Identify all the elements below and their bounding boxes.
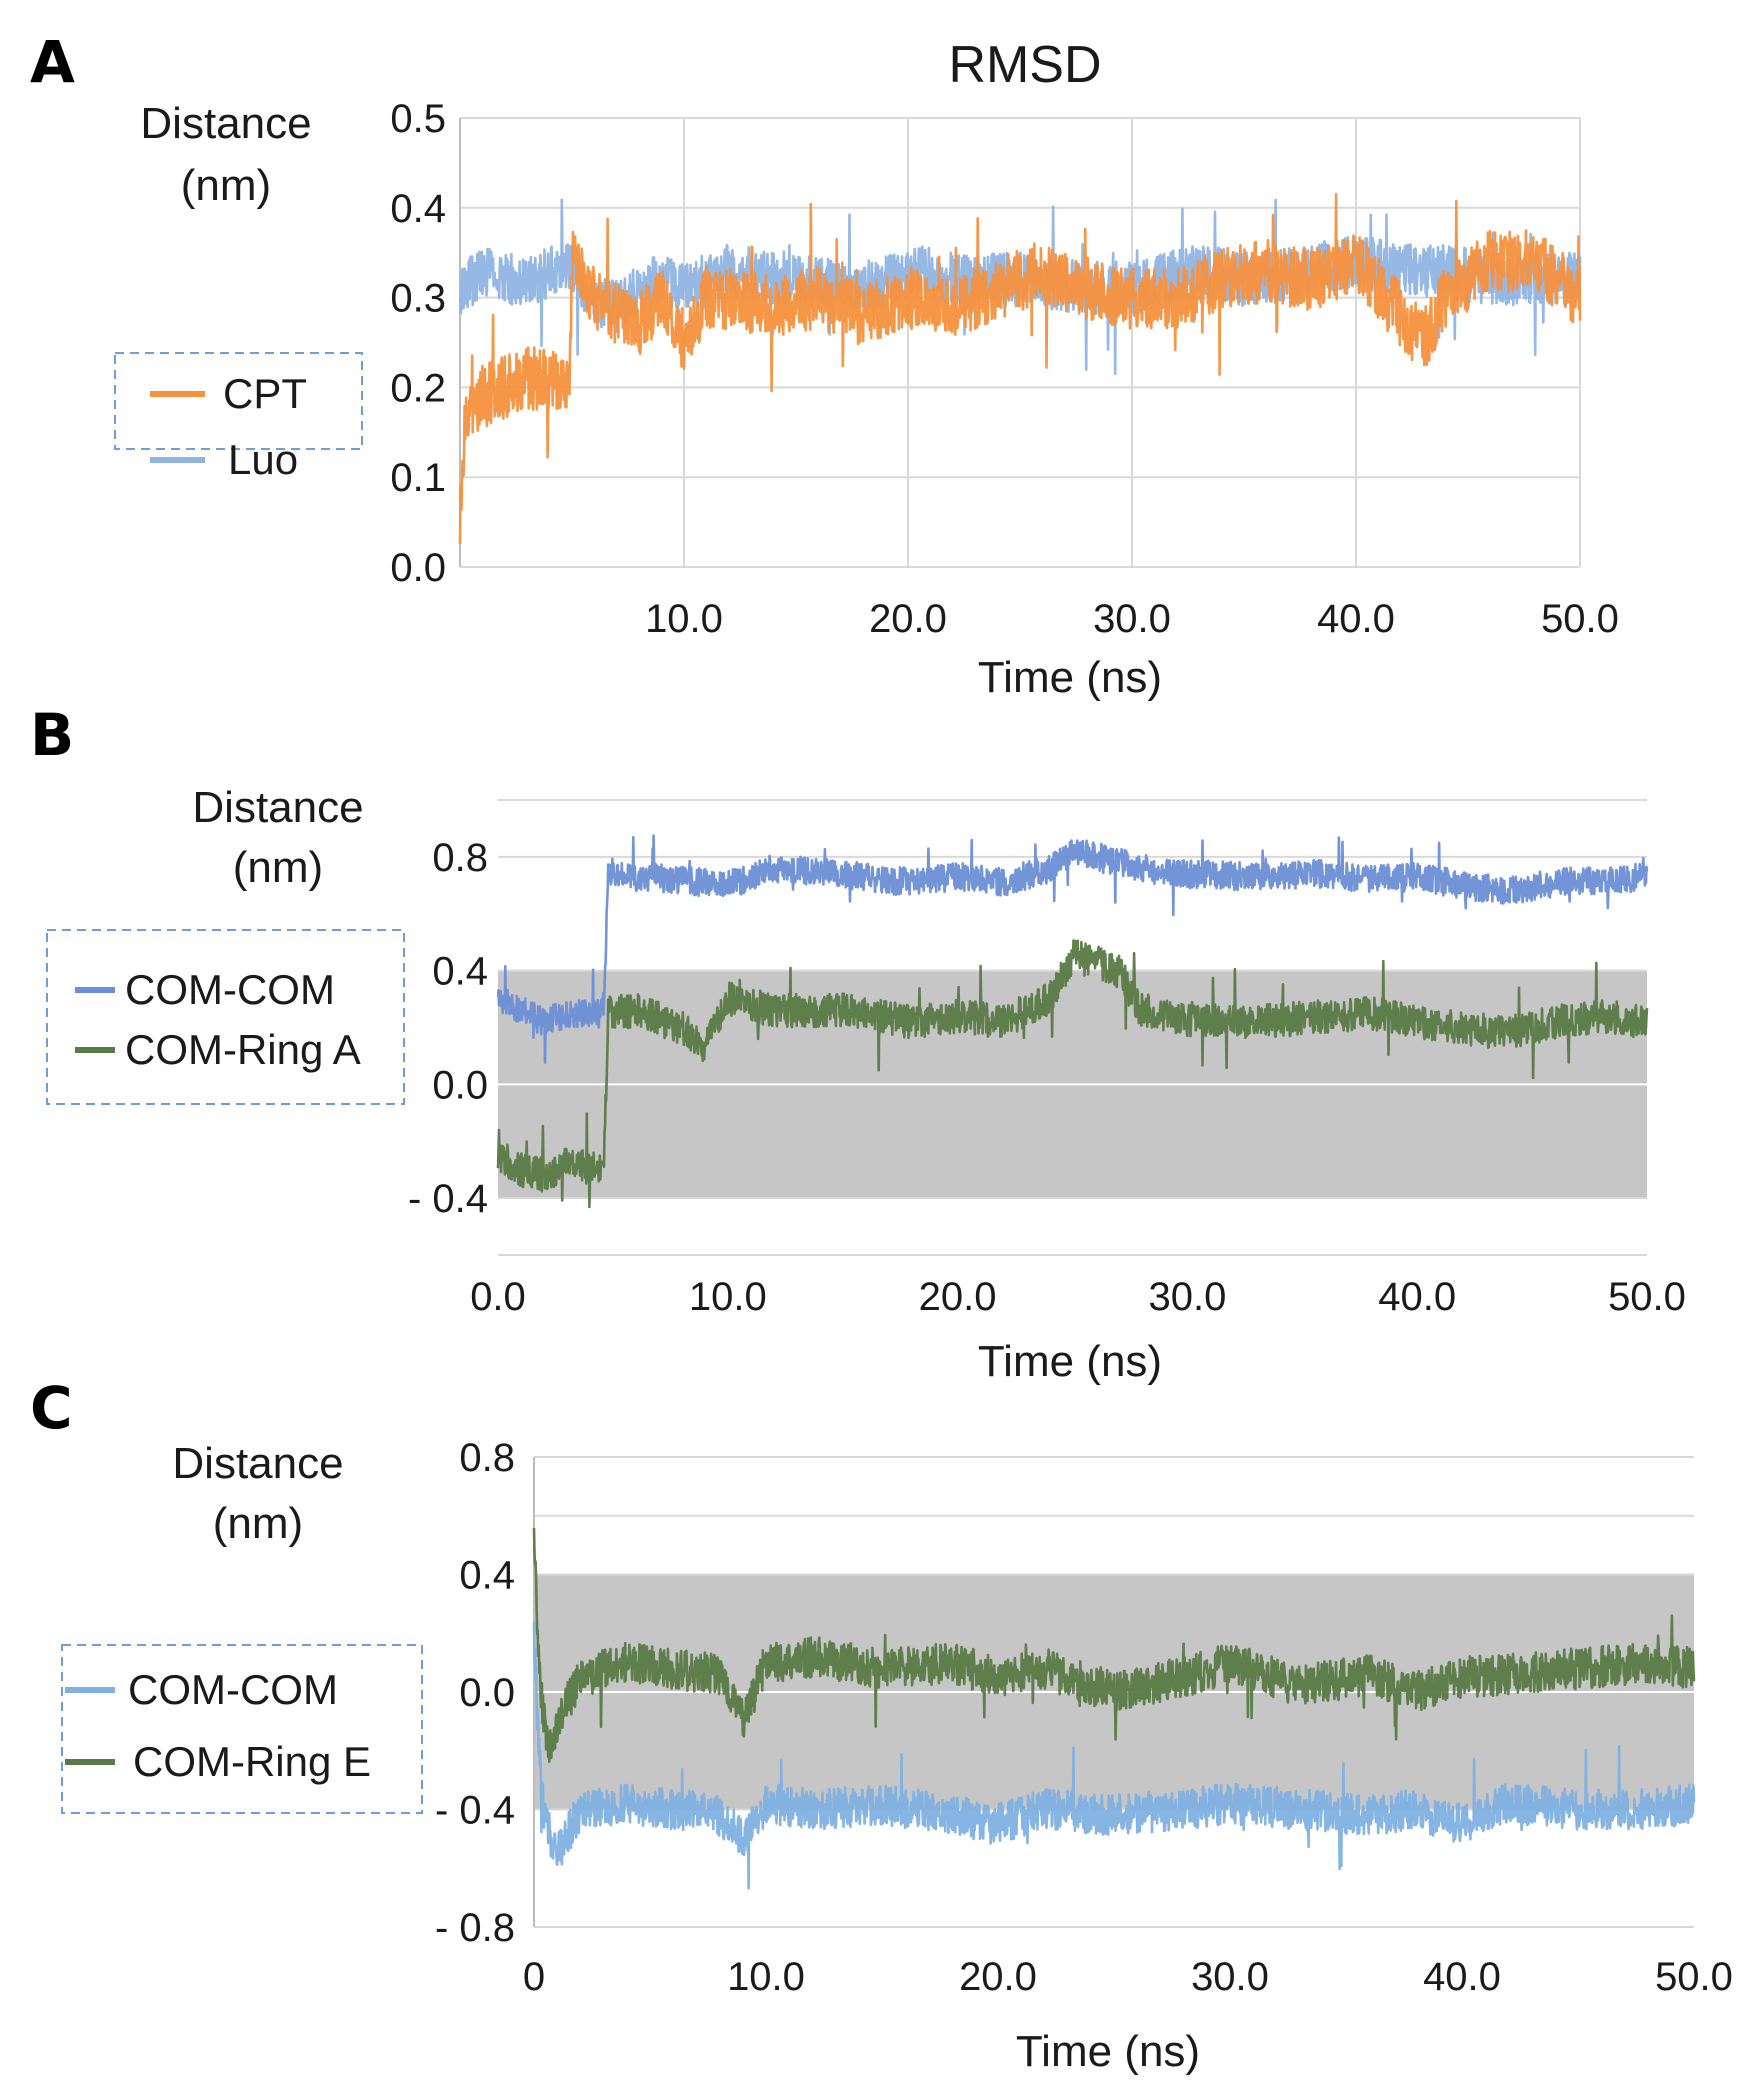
panel-c-ytick-label: 0.8 bbox=[459, 1436, 515, 1480]
panel-b-series-com-ring-a bbox=[496, 939, 1649, 1209]
panel-c-legend-label-com-ring-e: COM-Ring E bbox=[133, 1738, 371, 1785]
panel-a-ytick-label: 0.1 bbox=[390, 456, 446, 500]
panel-b-plot: - 0.4 0.0 0.4 0.8 0.0 10.0 20.0 30.0 40.0 50.0 bbox=[408, 799, 1686, 1319]
panel-c-legend-box bbox=[61, 1644, 423, 1814]
panel-c-legend-label-com-com: COM-COM bbox=[128, 1666, 338, 1713]
panel-b-xtick-label: 10.0 bbox=[689, 1275, 767, 1319]
panel-c-ytick-label: - 0.8 bbox=[435, 1906, 515, 1950]
panel-a-ytick-label: 0.5 bbox=[390, 97, 446, 141]
panel-c-ytick-label: 0.4 bbox=[459, 1554, 515, 1598]
panel-a-ytick-label: 0.3 bbox=[390, 277, 446, 321]
panel-c-xlabel: Time (ns) bbox=[1016, 2027, 1200, 2076]
panel-b-ylabel-line1: Distance bbox=[192, 783, 363, 832]
panel-a-legend-label-luo: Luo bbox=[228, 436, 298, 483]
panel-c-series-com-ring-e bbox=[532, 1527, 1696, 1763]
panel-c-legend: COM-COM COM-Ring E bbox=[61, 1644, 423, 1814]
panel-a-letter: A bbox=[30, 28, 75, 96]
panel-c-xtick-label: 40.0 bbox=[1423, 1955, 1501, 1999]
panel-b-series-com-com bbox=[496, 834, 1649, 1064]
panel-a-ylabel-line1: Distance bbox=[140, 99, 311, 148]
panel-c-xtick-label: 10.0 bbox=[727, 1955, 805, 1999]
panel-a-series-cpt bbox=[458, 193, 1582, 544]
panel-b-ytick-label: 0.8 bbox=[432, 836, 488, 880]
panel-b-legend: COM-COM COM-Ring A bbox=[46, 929, 405, 1105]
panel-b: B Distance (nm) - 0.4 0.0 0.4 0.8 0.0 10.0 20.… bbox=[30, 701, 1686, 1386]
panel-b-ytick-label: 0.0 bbox=[432, 1063, 488, 1107]
panel-b-ytick-label: 0.4 bbox=[432, 950, 488, 994]
panel-c-plot: - 0.8 - 0.4 0.0 0.4 0.8 0 10.0 20.0 30.0 40.0 50.0 bbox=[435, 1436, 1733, 1999]
panel-b-xtick-label: 40.0 bbox=[1378, 1275, 1456, 1319]
panel-b-ylabel-line2: (nm) bbox=[233, 843, 323, 892]
panel-a-ytick-label: 0.2 bbox=[390, 366, 446, 410]
panel-a-xtick-label: 10.0 bbox=[645, 597, 723, 641]
panel-c-xtick-label: 30.0 bbox=[1191, 1955, 1269, 1999]
panel-c-ylabel-line1: Distance bbox=[172, 1439, 343, 1488]
panel-a-legend-label-cpt: CPT bbox=[223, 370, 307, 417]
panel-a-ylabel-line2: (nm) bbox=[181, 161, 271, 210]
panel-b-xtick-label: 0.0 bbox=[470, 1275, 526, 1319]
panel-a-xtick-label: 50.0 bbox=[1541, 597, 1619, 641]
panel-b-legend-label-com-com: COM-COM bbox=[125, 966, 335, 1013]
panel-c-ytick-label: - 0.4 bbox=[435, 1789, 515, 1833]
panel-c-ytick-label: 0.0 bbox=[459, 1671, 515, 1715]
panel-a-xtick-label: 20.0 bbox=[869, 597, 947, 641]
panel-c-series-com-com bbox=[532, 1621, 1696, 1890]
panel-c-xtick-label: 50.0 bbox=[1655, 1955, 1733, 1999]
panel-c-letter: C bbox=[30, 1374, 73, 1442]
panel-a-legend-box bbox=[114, 352, 363, 450]
panel-a-xtick-label: 40.0 bbox=[1317, 597, 1395, 641]
panel-b-xtick-label: 50.0 bbox=[1608, 1275, 1686, 1319]
panel-a-xlabel: Time (ns) bbox=[978, 653, 1162, 702]
panel-c-xtick-label: 20.0 bbox=[959, 1955, 1037, 1999]
panel-a-title: RMSD bbox=[948, 36, 1101, 94]
panel-b-legend-box bbox=[46, 929, 405, 1105]
panel-c: C Distance (nm) - 0.8 - 0.4 0.0 0.4 0.8 0 10.0… bbox=[30, 1374, 1733, 2076]
panel-c-xtick-label: 0 bbox=[523, 1955, 545, 1999]
panel-a-ytick-label: 0.4 bbox=[390, 187, 446, 231]
panel-a-xtick-label: 30.0 bbox=[1093, 597, 1171, 641]
panel-b-ytick-label: - 0.4 bbox=[408, 1177, 488, 1221]
panel-b-letter: B bbox=[30, 701, 74, 769]
panel-a: A RMSD Distance (nm) 0.0 0.1 0.2 0.3 0.4 0.5 1… bbox=[30, 28, 1619, 702]
panel-b-legend-label-com-ring-a: COM-Ring A bbox=[125, 1026, 361, 1073]
panel-a-plot: 0.0 0.1 0.2 0.3 0.4 0.5 10.0 20.0 30.0 40.0 50.0 bbox=[390, 97, 1619, 641]
panel-b-xlabel: Time (ns) bbox=[978, 1337, 1162, 1386]
panel-a-legend: CPT Luo bbox=[114, 352, 363, 483]
panel-a-ytick-label: 0.0 bbox=[390, 546, 446, 590]
panel-b-xtick-label: 30.0 bbox=[1148, 1275, 1226, 1319]
panel-c-ylabel-line2: (nm) bbox=[213, 1499, 303, 1548]
panel-b-xtick-label: 20.0 bbox=[919, 1275, 997, 1319]
